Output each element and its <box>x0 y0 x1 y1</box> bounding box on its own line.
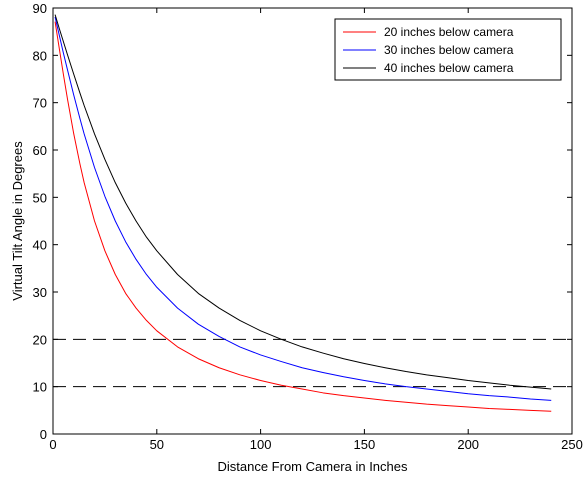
x-tick-label: 250 <box>561 437 583 452</box>
x-tick-labels: 0 50 100 150 200 250 <box>49 437 582 452</box>
reference-lines <box>53 338 572 388</box>
y-tick-label: 70 <box>33 96 47 111</box>
x-tick-label: 200 <box>457 437 479 452</box>
y-tick-label: 80 <box>33 48 47 63</box>
y-tick-label: 90 <box>33 1 47 16</box>
legend: 20 inches below camera 30 inches below c… <box>334 18 562 81</box>
x-tick-label: 50 <box>150 437 164 452</box>
series-line-3 <box>54 14 552 390</box>
legend-label-30-inches: 30 inches below camera <box>384 43 514 57</box>
x-tick-label: 150 <box>354 437 376 452</box>
data-series <box>54 14 552 412</box>
y-tick-label: 50 <box>33 190 47 205</box>
y-axis-title: Virtual Tilt Angle in Degrees <box>10 141 25 301</box>
legend-label-20-inches: 20 inches below camera <box>384 25 514 39</box>
axis-ticks <box>52 7 573 435</box>
y-tick-label: 10 <box>33 380 47 395</box>
series-line-1 <box>54 21 552 412</box>
y-tick-label: 40 <box>33 238 47 253</box>
x-tick-label: 100 <box>250 437 272 452</box>
plot-frame <box>52 7 573 435</box>
series-line-2 <box>54 16 552 401</box>
legend-label-40-inches: 40 inches below camera <box>384 61 514 75</box>
y-tick-labels: 0 10 20 30 40 50 60 70 80 90 <box>33 1 47 442</box>
x-tick-label: 0 <box>49 437 56 452</box>
y-tick-label: 20 <box>33 332 47 347</box>
y-tick-label: 30 <box>33 285 47 300</box>
y-tick-label: 60 <box>33 143 47 158</box>
y-tick-label: 0 <box>40 427 47 442</box>
x-axis-title: Distance From Camera in Inches <box>217 459 408 474</box>
